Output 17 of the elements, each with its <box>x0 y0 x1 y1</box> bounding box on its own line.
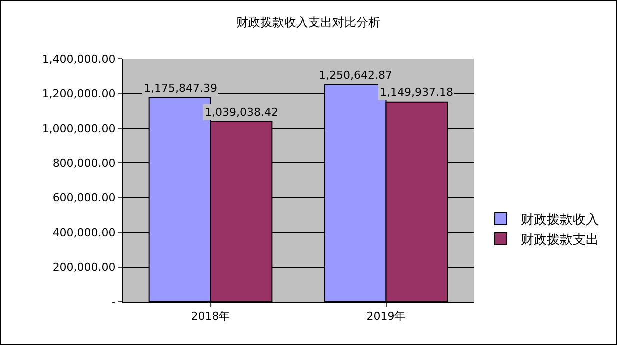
chart-title: 财政拨款收入支出对比分析 <box>236 16 380 30</box>
y-tick-label: 800,000.00 <box>52 156 116 170</box>
y-tick-label: 600,000.00 <box>52 192 116 205</box>
data-label: 1,039,038.42 <box>205 106 278 119</box>
data-label: 1,175,847.39 <box>144 82 218 95</box>
y-tick-label: - <box>112 296 116 309</box>
data-label: 1,149,937.18 <box>380 86 454 99</box>
x-tick-label: 2018年 <box>191 310 230 324</box>
x-tick-label: 2019年 <box>366 310 406 324</box>
y-tick-label: 400,000.00 <box>52 226 116 240</box>
data-label: 1,250,642.87 <box>319 69 392 82</box>
legend-label: 财政拨款收入 <box>521 213 600 228</box>
y-tick-label: 1,400,000.00 <box>42 52 116 66</box>
legend-label: 财政拨款支出 <box>521 233 600 248</box>
y-tick-label: 200,000.00 <box>52 261 116 274</box>
y-tick-label: 1,000,000.00 <box>42 122 116 136</box>
y-tick-label: 1,200,000.00 <box>42 88 116 101</box>
